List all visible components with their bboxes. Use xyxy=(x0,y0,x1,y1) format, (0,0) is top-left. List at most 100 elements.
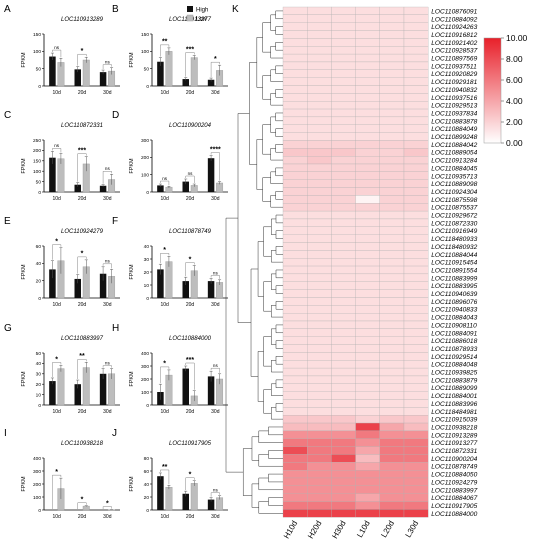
bar-high xyxy=(49,157,56,192)
heatmap-cell xyxy=(403,250,429,259)
x-tick-label: 30d xyxy=(211,302,220,308)
heatmap-panel: K LOC110876091LOC110884092LOC110924263LOC… xyxy=(225,4,528,540)
row-label: LOC110924279 xyxy=(431,479,477,486)
row-label: LOC110884044 xyxy=(431,252,477,259)
significance-label: ** xyxy=(79,353,85,360)
heatmap-cell xyxy=(282,116,308,125)
heatmap-cell xyxy=(379,462,405,471)
bar-legend: High Low xyxy=(186,6,208,22)
heatmap-cell xyxy=(331,352,356,361)
bar-high xyxy=(157,269,164,298)
heatmap-cell xyxy=(403,297,429,306)
heatmap-cell xyxy=(379,336,405,345)
heatmap-cell xyxy=(282,210,308,220)
row-label: LOC110940639 xyxy=(431,291,477,298)
heatmap-cell xyxy=(403,462,429,471)
row-label: LOC110915454 xyxy=(431,260,477,267)
heatmap-cell xyxy=(331,273,356,282)
heatmap-cell xyxy=(331,258,356,267)
significance-label: * xyxy=(55,469,58,476)
heatmap-cell xyxy=(379,265,405,275)
heatmap-cell xyxy=(403,187,429,196)
legend-label-high: High xyxy=(196,7,208,13)
heatmap-cell xyxy=(379,344,405,353)
heatmap-cell xyxy=(282,407,308,416)
heatmap-cell xyxy=(307,242,332,251)
heatmap-cell xyxy=(355,46,380,55)
row-label: LOC110884091 xyxy=(431,330,477,337)
heatmap-cell xyxy=(282,391,308,400)
heatmap-cell xyxy=(355,422,380,432)
heatmap-cell xyxy=(355,101,380,110)
heatmap-cell xyxy=(355,195,380,204)
x-tick-label: 30d xyxy=(103,409,112,415)
row-label: LOC110916949 xyxy=(431,228,477,235)
heatmap-cell xyxy=(282,6,308,15)
heatmap-cell xyxy=(379,132,405,141)
color-scale-tick-label: 0.00 xyxy=(506,138,523,148)
x-tick-label: 30d xyxy=(103,90,112,96)
bar-panel-f: F LOC110878749 FPKM 0 10 20 30 40 10d * 20d * 30d ns xyxy=(112,216,228,308)
heatmap-cell xyxy=(379,407,405,416)
significance-bracket xyxy=(102,64,112,70)
heatmap-cell xyxy=(282,501,308,510)
heatmap-cell xyxy=(282,85,308,94)
heatmap-cell xyxy=(355,501,380,510)
heatmap-cell xyxy=(355,312,380,322)
heatmap-cell xyxy=(403,14,429,23)
x-tick-label: 20d xyxy=(186,302,195,308)
heatmap-cell xyxy=(307,446,332,455)
row-label: LOC110872331 xyxy=(431,448,477,455)
heatmap-cell xyxy=(355,399,380,408)
heatmap-cell xyxy=(307,30,332,39)
legend-swatch-high xyxy=(187,6,193,12)
heatmap-cell xyxy=(307,179,332,188)
bar-high xyxy=(182,281,189,298)
heatmap-cell xyxy=(282,163,308,172)
heatmap-cell xyxy=(331,509,356,518)
heatmap-cell xyxy=(331,336,356,345)
row-label: LOC110921402 xyxy=(431,40,477,47)
heatmap-cell xyxy=(307,14,332,23)
heatmap-cell xyxy=(355,163,380,172)
heatmap-cell xyxy=(307,391,332,400)
heatmap-cell xyxy=(403,328,429,337)
y-tick-label: 100 xyxy=(141,49,149,55)
heatmap-cell xyxy=(307,407,332,416)
heatmap-cell xyxy=(355,305,380,314)
bar-high xyxy=(207,79,215,86)
bar-low xyxy=(165,487,173,511)
heatmap-cell xyxy=(379,6,405,15)
color-scale: 10.00 8.00 6.00 4.00 2.00 0.00 xyxy=(483,33,528,148)
heatmap-cell xyxy=(355,93,380,102)
significance-bracket xyxy=(160,44,170,57)
significance-label: ** xyxy=(162,464,168,471)
heatmap-cell xyxy=(331,250,356,259)
bar-high xyxy=(182,79,189,86)
row-label: LOC110884001 xyxy=(431,393,477,400)
row-label: LOC118480932 xyxy=(431,244,477,251)
heatmap-cell xyxy=(331,179,356,188)
bar-high xyxy=(157,476,164,510)
heatmap-cell xyxy=(379,312,405,322)
y-tick-label: 40 xyxy=(144,482,150,488)
significance-label: ns xyxy=(105,259,111,264)
heatmap-cell xyxy=(355,116,380,125)
heatmap-cell xyxy=(355,415,380,424)
bar-high xyxy=(99,273,107,298)
panel-title: LOC110883997 xyxy=(61,336,104,342)
significance-label: ns xyxy=(188,171,194,176)
row-label: LOC110876091 xyxy=(431,8,477,15)
significance-label: ns xyxy=(105,360,111,365)
heatmap-cell xyxy=(282,108,308,118)
significance-bracket xyxy=(185,362,195,390)
significance-label: * xyxy=(81,48,84,55)
significance-bracket xyxy=(210,368,220,373)
heatmap-cell xyxy=(282,93,308,102)
x-tick-label: 10d xyxy=(52,514,61,520)
heatmap-cell xyxy=(379,360,405,369)
significance-bracket xyxy=(185,262,195,277)
y-tick-label: 0 xyxy=(146,508,149,514)
column-label: L10d xyxy=(355,519,372,539)
heatmap-cell xyxy=(331,446,356,455)
